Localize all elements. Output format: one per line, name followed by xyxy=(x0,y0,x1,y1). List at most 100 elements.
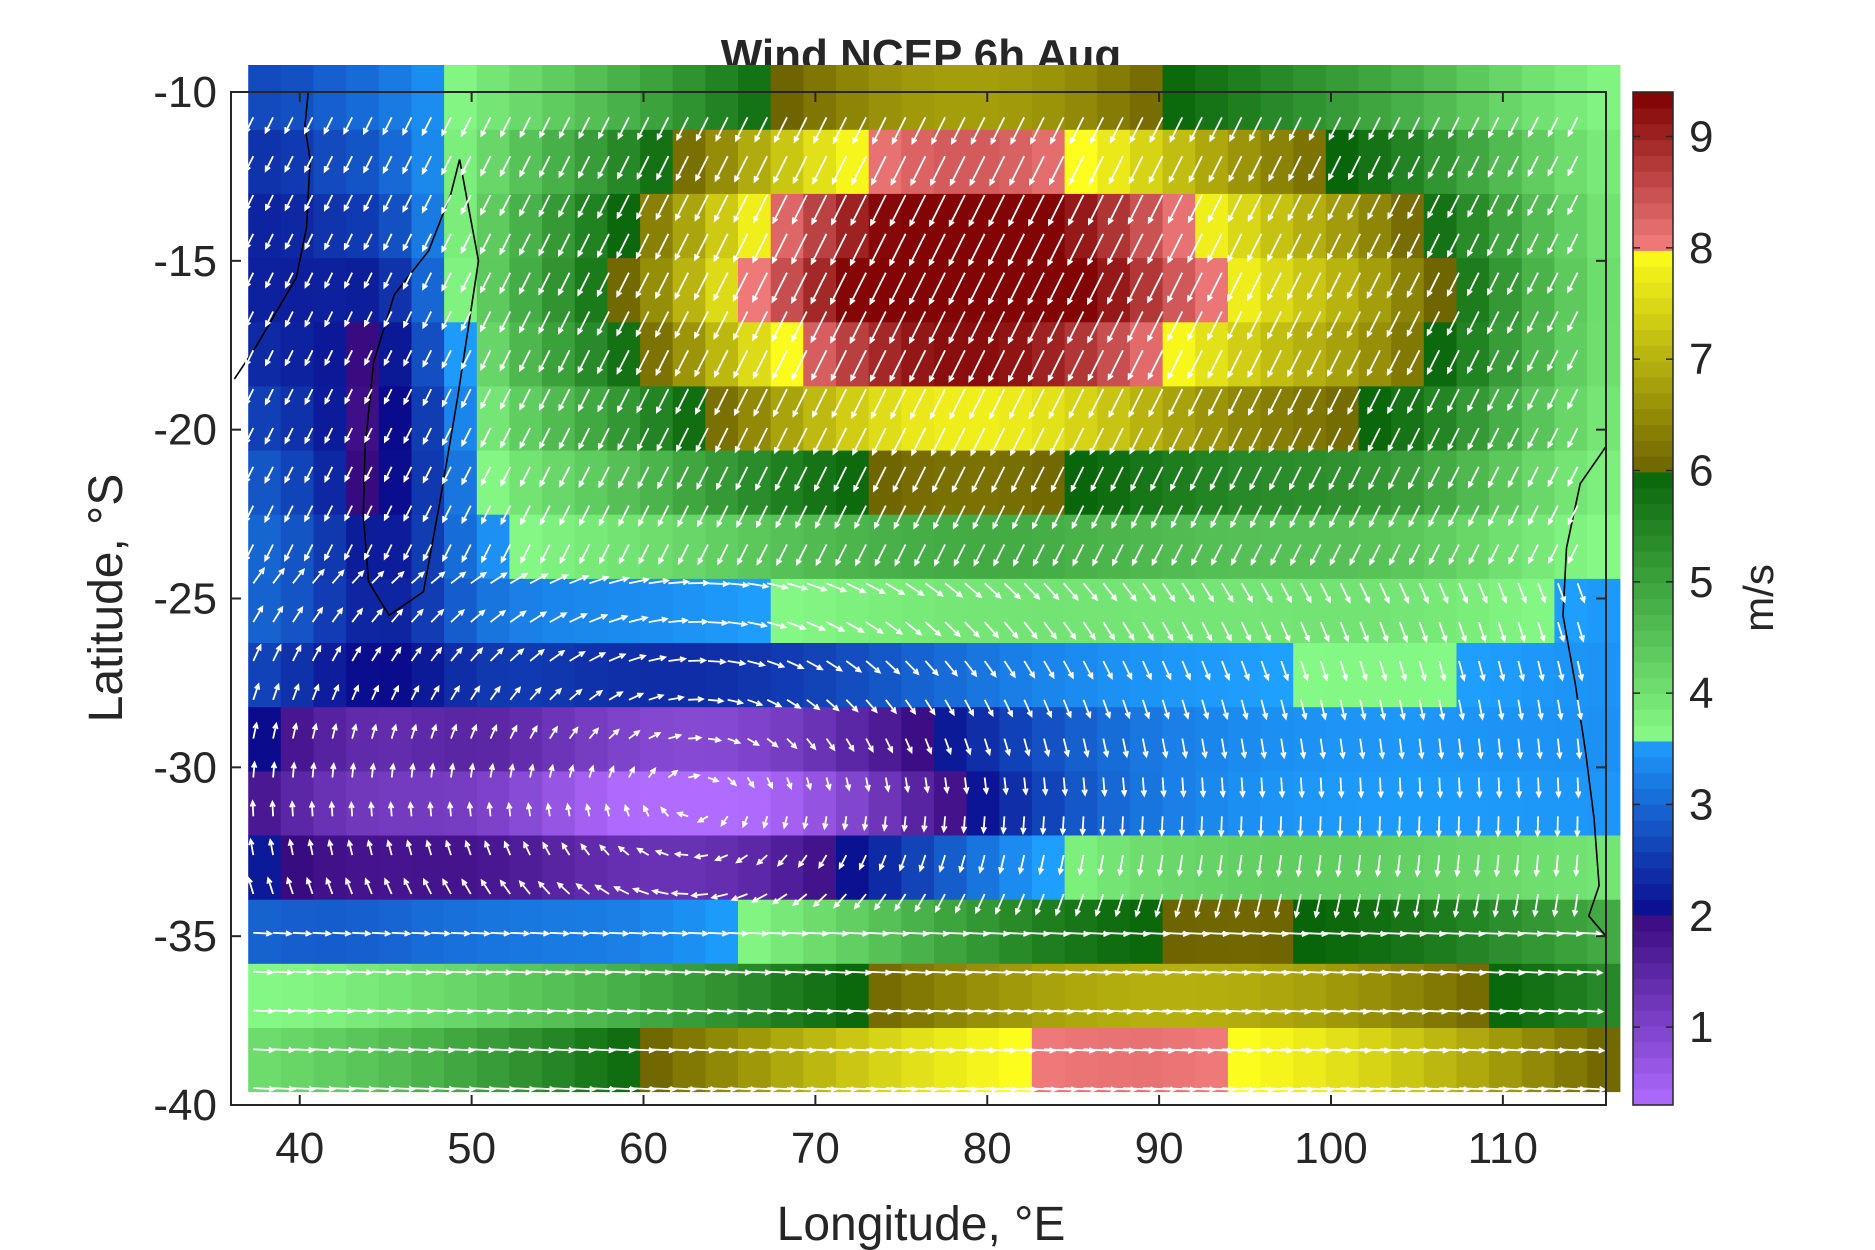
wind-arrow xyxy=(509,572,529,585)
wind-arrow xyxy=(352,1008,375,1015)
speed-cell xyxy=(934,963,968,1028)
wind-arrow xyxy=(874,544,887,567)
wind-arrow xyxy=(569,969,593,976)
colorbar-segment xyxy=(1633,835,1673,853)
wind-arrow xyxy=(244,427,255,446)
wind-arrow xyxy=(1161,621,1174,642)
wind-arrow xyxy=(311,722,318,739)
wind-arrow xyxy=(1269,505,1283,529)
speed-cell xyxy=(999,642,1033,708)
wind-arrow xyxy=(371,570,385,584)
wind-arrow xyxy=(948,349,966,383)
wind-arrow xyxy=(1517,582,1527,604)
wind-arrow xyxy=(1373,893,1381,919)
wind-arrow xyxy=(841,816,849,831)
wind-arrow xyxy=(727,969,753,976)
wind-arrow xyxy=(371,684,379,701)
speed-cell xyxy=(1554,1027,1588,1093)
wind-arrow xyxy=(450,1008,475,1015)
wind-arrow xyxy=(441,388,452,408)
speed-cell xyxy=(1391,963,1425,1028)
wind-arrow xyxy=(616,194,630,220)
wind-arrow xyxy=(1428,116,1441,140)
wind-arrow xyxy=(312,1046,336,1054)
wind-arrow xyxy=(1387,388,1401,415)
wind-arrow xyxy=(772,194,788,225)
speed-cell xyxy=(346,899,380,964)
wind-arrow xyxy=(1528,544,1539,565)
wind-arrow xyxy=(675,194,690,222)
wind-arrow xyxy=(1269,466,1283,491)
wind-arrow xyxy=(427,801,434,817)
wind-arrow xyxy=(928,311,946,345)
speed-cell xyxy=(509,770,543,836)
wind-arrow xyxy=(1532,893,1539,918)
wind-arrow xyxy=(1211,544,1223,566)
speed-cell xyxy=(934,1027,968,1093)
wind-arrow xyxy=(1059,816,1067,836)
wind-arrow xyxy=(588,764,595,778)
wind-arrow xyxy=(441,272,452,292)
speed-cell xyxy=(280,706,315,772)
wind-arrow xyxy=(1240,660,1250,682)
wind-arrow xyxy=(1458,582,1469,605)
wind-arrow xyxy=(1327,349,1342,378)
wind-arrow xyxy=(324,427,334,444)
wind-arrow xyxy=(1247,388,1263,416)
wind-arrow xyxy=(1000,816,1007,835)
wind-arrow xyxy=(695,155,709,182)
speed-cell xyxy=(1489,770,1523,836)
wind-arrow xyxy=(945,930,971,937)
wind-arrow xyxy=(782,816,789,830)
wind-arrow xyxy=(410,646,422,662)
wind-arrow xyxy=(331,683,340,701)
wind-arrow xyxy=(450,723,458,739)
wind-arrow xyxy=(403,466,413,483)
wind-arrow xyxy=(1020,816,1027,835)
wind-arrow xyxy=(969,388,986,420)
wind-arrow xyxy=(484,840,492,856)
wind-arrow xyxy=(695,427,709,453)
wind-arrow xyxy=(909,349,927,383)
wind-arrow xyxy=(989,388,1006,420)
wind-arrow xyxy=(1170,505,1184,529)
wind-arrow xyxy=(466,801,474,817)
wind-arrow xyxy=(1280,582,1292,604)
speed-cell xyxy=(542,642,576,708)
wind-arrow xyxy=(383,427,393,444)
wind-arrow xyxy=(269,799,276,817)
wind-arrow xyxy=(766,621,788,630)
wind-arrow xyxy=(1268,155,1283,182)
wind-arrow xyxy=(791,272,808,305)
wind-arrow xyxy=(441,311,452,331)
wind-arrow xyxy=(1028,388,1045,420)
wind-arrow xyxy=(499,116,512,138)
wind-arrow xyxy=(713,311,729,340)
speed-cell xyxy=(901,385,935,451)
speed-cell xyxy=(574,578,608,643)
wind-arrow xyxy=(1434,855,1441,878)
wind-arrow xyxy=(688,696,705,703)
speed-cell xyxy=(868,1027,902,1093)
wind-arrow xyxy=(988,272,1006,306)
wind-arrow xyxy=(1487,194,1500,218)
speed-cell xyxy=(607,706,641,772)
wind-arrow xyxy=(1107,311,1124,344)
speed-cell xyxy=(672,770,706,836)
wind-arrow xyxy=(431,930,452,937)
speed-cell xyxy=(1097,193,1131,259)
wind-arrow xyxy=(732,233,749,263)
wind-arrow xyxy=(539,116,551,139)
wind-arrow xyxy=(1398,660,1407,682)
wind-arrow xyxy=(608,728,620,740)
wind-arrow xyxy=(253,1046,276,1054)
wind-arrow xyxy=(928,272,946,306)
wind-arrow xyxy=(1374,854,1382,878)
wind-arrow xyxy=(675,811,689,818)
speed-cell xyxy=(966,1027,1000,1093)
speed-cell xyxy=(1227,129,1262,194)
wind-arrow xyxy=(676,116,690,142)
wind-arrow xyxy=(1114,893,1124,918)
speed-cell xyxy=(966,193,1000,259)
wind-arrow xyxy=(1017,854,1026,875)
